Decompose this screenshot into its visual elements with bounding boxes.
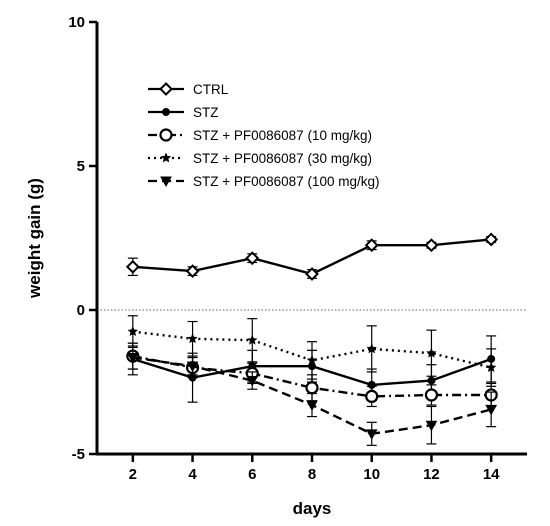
data-point xyxy=(306,354,318,365)
x-tick-label: 8 xyxy=(308,466,316,483)
data-point xyxy=(187,333,198,344)
data-point xyxy=(306,400,318,412)
legend-label: CTRL xyxy=(193,82,229,97)
x-axis-title: days xyxy=(293,499,332,518)
data-point xyxy=(426,347,437,358)
y-tick-label: 5 xyxy=(77,158,85,175)
legend-label: STZ xyxy=(193,105,219,120)
data-point xyxy=(186,361,199,373)
data-point xyxy=(365,429,378,440)
x-tick-label: 10 xyxy=(363,466,380,483)
legend-marker xyxy=(159,82,173,96)
series-5 xyxy=(126,345,498,446)
data-point xyxy=(305,381,319,395)
y-tick-label: -5 xyxy=(72,446,85,463)
x-tick-label: 2 xyxy=(129,466,137,483)
y-tick-label: 0 xyxy=(77,302,85,319)
x-tick-label: 4 xyxy=(188,466,197,483)
data-point xyxy=(425,420,438,432)
data-point xyxy=(246,334,258,345)
data-point xyxy=(185,264,200,279)
data-point xyxy=(424,238,439,253)
data-point xyxy=(126,353,139,364)
legend-marker xyxy=(159,128,173,142)
data-point xyxy=(364,238,379,253)
legend-marker xyxy=(160,152,172,163)
y-tick-label: 10 xyxy=(68,14,85,31)
series-1 xyxy=(125,232,499,281)
legend-label: STZ + PF0086087 (100 mg/kg) xyxy=(193,174,379,189)
legend: CTRL STZ STZ + PF0086087 (10 mg/kg) STZ + P… xyxy=(148,82,379,189)
legend-entry: STZ + PF0086087 (100 mg/kg) xyxy=(148,174,379,189)
legend-marker xyxy=(160,176,172,188)
series-4 xyxy=(127,315,497,387)
data-point xyxy=(246,376,259,387)
data-point xyxy=(424,388,439,402)
data-point xyxy=(484,232,499,247)
data-point xyxy=(427,376,436,385)
data-point xyxy=(305,267,319,281)
y-axis-title: weight gain (g) xyxy=(25,178,44,299)
legend-entry: STZ + PF0086087 (10 mg/kg) xyxy=(148,128,372,143)
data-point xyxy=(485,361,497,373)
data-point xyxy=(366,343,378,354)
legend-entry: STZ + PF0086087 (30 mg/kg) xyxy=(148,151,372,166)
data-point xyxy=(365,389,379,403)
data-point xyxy=(245,251,260,266)
x-tick-label: 6 xyxy=(248,466,256,483)
data-point xyxy=(127,325,139,337)
x-tick-label: 14 xyxy=(483,466,500,483)
legend-marker xyxy=(162,108,170,116)
legend-entry: STZ xyxy=(148,105,219,120)
data-point xyxy=(125,259,140,274)
legend-entry: CTRL xyxy=(148,82,229,97)
legend-label: STZ + PF0086087 (10 mg/kg) xyxy=(193,128,372,143)
legend-label: STZ + PF0086087 (30 mg/kg) xyxy=(193,151,372,166)
data-point xyxy=(485,404,498,416)
x-tick-label: 12 xyxy=(423,466,440,483)
